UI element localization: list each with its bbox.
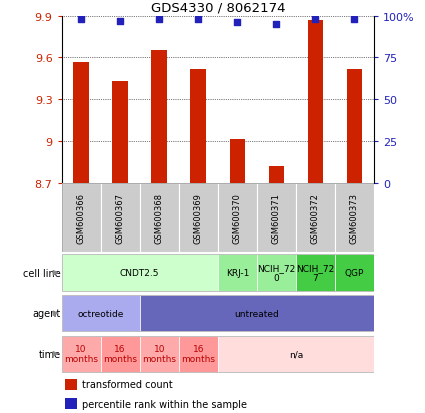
- Bar: [257, 184, 296, 252]
- Bar: [347, 69, 362, 184]
- Bar: [140, 295, 374, 332]
- Text: percentile rank within the sample: percentile rank within the sample: [82, 399, 247, 409]
- Point: [78, 17, 85, 23]
- Point: [312, 17, 319, 23]
- Text: QGP: QGP: [345, 268, 364, 278]
- Bar: [218, 184, 257, 252]
- Bar: [335, 255, 374, 291]
- Bar: [296, 255, 335, 291]
- Bar: [218, 255, 257, 291]
- Text: n/a: n/a: [289, 349, 303, 358]
- Text: agent: agent: [33, 309, 61, 318]
- Bar: [140, 336, 179, 372]
- Text: time: time: [39, 349, 61, 359]
- Point: [234, 20, 241, 26]
- Text: NCIH_72
7: NCIH_72 7: [296, 263, 334, 282]
- Bar: [335, 184, 374, 252]
- Text: cell line: cell line: [23, 268, 61, 278]
- Text: GSM600371: GSM600371: [272, 192, 281, 243]
- Bar: [65, 398, 76, 409]
- Point: [273, 21, 280, 28]
- Bar: [62, 184, 101, 252]
- Text: GSM600366: GSM600366: [76, 192, 86, 243]
- Text: GSM600369: GSM600369: [194, 192, 203, 243]
- Bar: [62, 336, 101, 372]
- Text: GSM600368: GSM600368: [155, 192, 164, 243]
- Text: CNDT2.5: CNDT2.5: [120, 268, 159, 278]
- Bar: [179, 336, 218, 372]
- Text: GSM600367: GSM600367: [116, 192, 125, 243]
- Text: GSM600370: GSM600370: [233, 192, 242, 243]
- Bar: [101, 336, 140, 372]
- Title: GDS4330 / 8062174: GDS4330 / 8062174: [150, 1, 285, 14]
- Bar: [296, 184, 335, 252]
- Bar: [101, 184, 140, 252]
- Point: [351, 17, 358, 23]
- Bar: [62, 295, 140, 332]
- Text: NCIH_72
0: NCIH_72 0: [257, 263, 295, 282]
- Text: 16
months: 16 months: [103, 344, 137, 363]
- Bar: [230, 139, 245, 184]
- Text: GSM600373: GSM600373: [350, 192, 359, 243]
- Bar: [151, 51, 167, 184]
- Text: 16
months: 16 months: [181, 344, 215, 363]
- Text: GSM600372: GSM600372: [311, 192, 320, 243]
- Bar: [65, 379, 76, 390]
- Point: [195, 17, 202, 23]
- Bar: [308, 21, 323, 184]
- Point: [117, 18, 124, 25]
- Bar: [269, 167, 284, 184]
- Bar: [62, 255, 218, 291]
- Bar: [112, 82, 128, 184]
- Bar: [74, 62, 89, 184]
- Text: 10
months: 10 months: [142, 344, 176, 363]
- Bar: [257, 255, 296, 291]
- Bar: [218, 336, 374, 372]
- Text: KRJ-1: KRJ-1: [226, 268, 249, 278]
- Text: transformed count: transformed count: [82, 379, 173, 389]
- Text: octreotide: octreotide: [77, 309, 124, 318]
- Bar: [179, 184, 218, 252]
- Bar: [190, 69, 206, 184]
- Text: 10
months: 10 months: [64, 344, 98, 363]
- Bar: [140, 184, 179, 252]
- Text: untreated: untreated: [235, 309, 279, 318]
- Point: [156, 17, 163, 23]
